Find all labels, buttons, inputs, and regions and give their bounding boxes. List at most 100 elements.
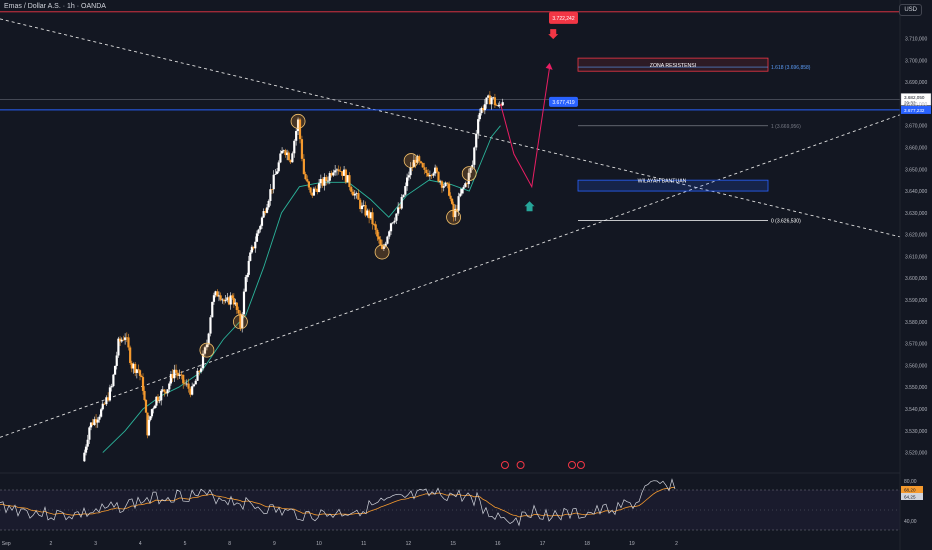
x-tick-label: 3 [94,541,97,547]
candle [272,174,275,190]
candle [246,274,249,278]
candle [450,198,454,204]
candle [173,369,176,379]
candle [435,167,438,172]
candle [222,299,226,302]
x-tick-label: 2 [675,541,678,547]
candle [110,386,113,388]
candle [105,397,108,405]
candle [485,97,488,105]
ema-line [102,125,501,453]
candle [192,384,196,387]
candle [350,187,353,192]
candle [83,452,86,462]
candle [442,186,445,188]
candle [342,169,346,176]
candle [143,390,146,400]
candle [309,187,312,193]
y-tick-label: 3.660,000 [905,145,927,151]
candle [260,217,264,226]
candle [183,383,187,385]
candle [163,389,166,392]
candle [211,301,214,318]
candle [135,369,138,373]
candle [407,175,410,178]
candle [414,159,417,163]
y-tick-label: 3.690,000 [905,80,927,86]
candle [141,377,145,391]
candle [495,105,498,106]
candle [380,245,384,249]
candle [115,355,118,366]
candle [478,113,481,120]
candle [382,246,385,249]
candle [427,173,430,177]
candle [339,171,342,173]
rsi-ma-tag [901,486,923,493]
candle [229,295,232,305]
candle [279,153,282,163]
ema-polyline [102,125,501,453]
candle [217,295,221,297]
candle [400,197,403,209]
candle [351,191,355,196]
candle [337,169,340,172]
candle [344,169,347,183]
candle [312,188,316,196]
zones: 1.618 (3.696,858) 1 (3.669,956) 0 (3.626,5… [577,57,811,224]
candle [404,186,407,195]
currency-button[interactable]: USD [899,4,922,16]
swing-marker [290,113,306,129]
x-tick-label: 19 [629,541,635,547]
candle [280,150,284,154]
candle [487,95,490,98]
candle [330,173,333,176]
candle [231,295,234,299]
candle [107,397,110,401]
candle [439,181,442,183]
candle [138,370,142,376]
y-tick-label: 3.710,000 [905,37,927,43]
x-tick-label: 4 [139,541,142,547]
candle [174,369,178,373]
candle [98,416,101,420]
event-icon [576,461,585,469]
candle [371,212,374,225]
candle [277,162,280,172]
candle [269,189,272,201]
event-icon [500,461,509,469]
x-tick-label: 16 [495,541,501,547]
y-tick-label: 3.570,000 [905,342,927,348]
candle [168,383,171,390]
rsi-band [0,490,900,530]
event-icon [516,461,525,469]
candle [317,183,321,192]
candle [467,172,470,185]
y-tick-label: 3.680,000 [905,102,927,108]
candle [307,181,311,188]
candle [224,300,227,302]
candle [475,133,478,148]
candle [287,152,290,161]
candle [377,236,380,240]
price-flag [549,96,578,107]
candle [249,252,252,261]
candle [161,389,164,391]
rsi-tick-lower: 40,00 [904,519,917,525]
candle [480,108,483,114]
rsi-current-label: 68,20 [904,488,916,493]
candle [199,368,203,372]
candle [84,446,88,453]
candle [421,162,424,168]
candle [388,231,391,237]
candle [418,156,421,162]
candle [501,102,504,106]
candle [274,173,277,175]
candle [255,233,259,242]
candle [348,175,351,188]
candle [124,337,127,340]
candle [257,229,260,234]
x-tick-label: Sep [2,541,11,547]
